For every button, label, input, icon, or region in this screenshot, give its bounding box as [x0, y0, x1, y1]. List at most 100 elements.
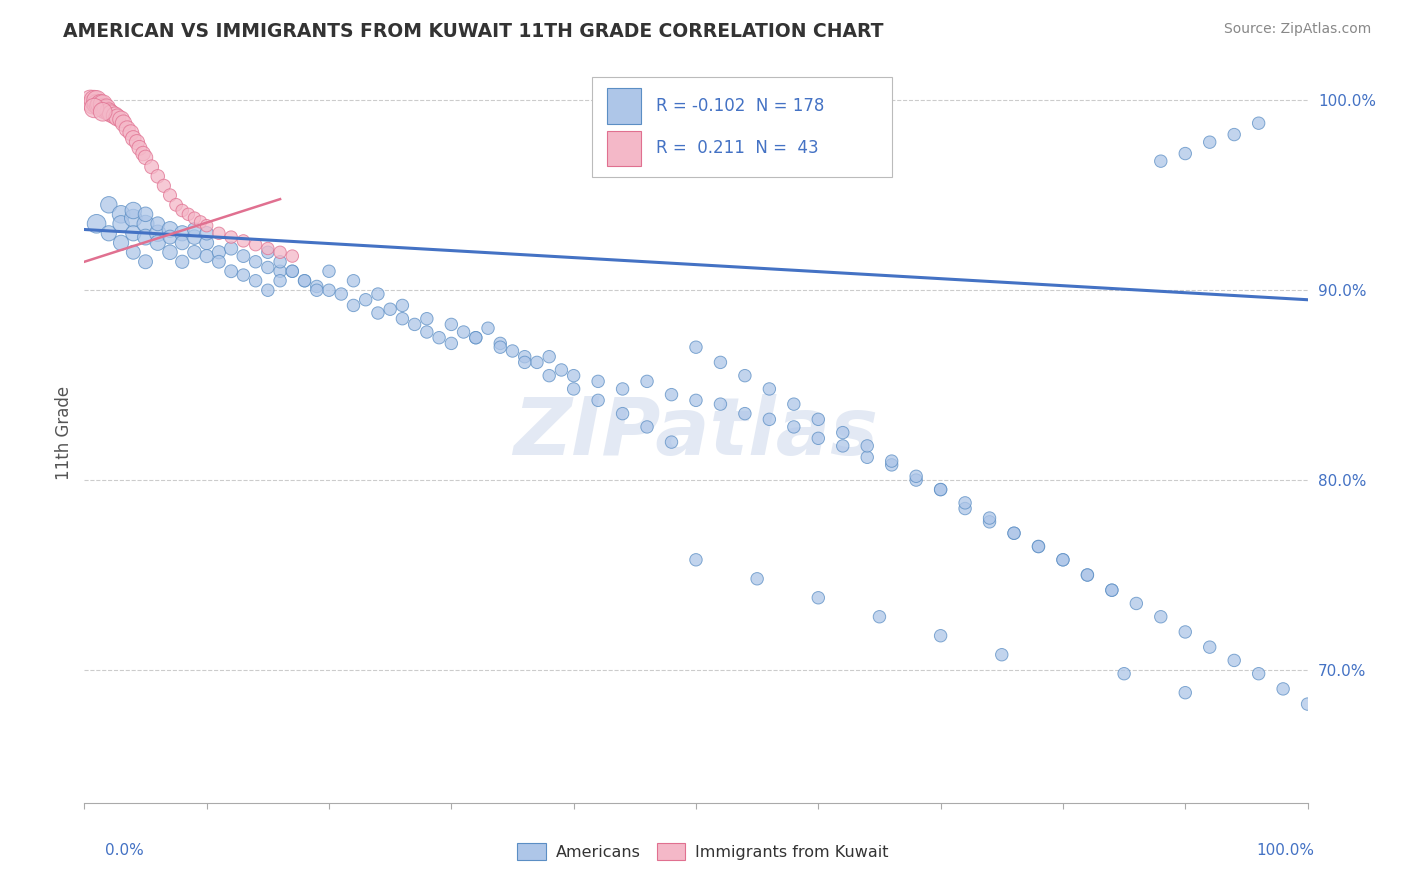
Point [636, 420, 658, 434]
Point [685, 553, 707, 567]
Point [245, 237, 267, 252]
Point [367, 287, 389, 301]
Point [661, 435, 683, 450]
Point [294, 274, 316, 288]
Point [1247, 116, 1270, 130]
Point [172, 235, 194, 250]
Point [208, 227, 231, 241]
Point [807, 431, 830, 445]
Point [115, 121, 138, 136]
Y-axis label: 11th Grade: 11th Grade [55, 385, 73, 480]
Point [294, 274, 316, 288]
Point [1296, 697, 1319, 711]
Point [526, 355, 548, 369]
Point [146, 227, 169, 241]
Point [172, 203, 194, 218]
Point [83, 101, 105, 115]
Point [257, 260, 280, 275]
Point [1052, 553, 1074, 567]
Point [87, 99, 110, 113]
Point [1150, 154, 1173, 169]
Point [1174, 686, 1197, 700]
Point [112, 116, 135, 130]
Point [183, 222, 205, 236]
Point [269, 254, 291, 268]
Point [135, 150, 157, 164]
Point [1223, 128, 1246, 142]
Point [391, 298, 413, 312]
Point [122, 203, 145, 218]
Point [122, 227, 145, 241]
Point [416, 311, 439, 326]
Point [159, 188, 181, 202]
Point [97, 198, 120, 212]
Point [232, 268, 254, 282]
Text: R = -0.102  N = 178: R = -0.102 N = 178 [655, 97, 824, 115]
Point [538, 368, 561, 383]
Point [135, 207, 157, 221]
FancyBboxPatch shape [592, 78, 891, 178]
Point [1198, 135, 1220, 149]
Point [685, 340, 707, 354]
Point [1002, 526, 1025, 541]
Point [195, 249, 218, 263]
Point [929, 629, 952, 643]
Point [734, 368, 756, 383]
Point [232, 234, 254, 248]
Point [586, 375, 609, 389]
Point [550, 363, 572, 377]
Point [502, 343, 524, 358]
Point [612, 382, 634, 396]
Point [86, 94, 108, 108]
Point [427, 331, 450, 345]
Point [929, 483, 952, 497]
Point [110, 217, 132, 231]
Point [135, 254, 157, 268]
Point [183, 245, 205, 260]
Point [1101, 583, 1123, 598]
Point [1198, 640, 1220, 654]
Point [1223, 653, 1246, 667]
Point [342, 274, 364, 288]
Point [880, 458, 903, 472]
Point [1002, 526, 1025, 541]
Point [391, 311, 413, 326]
Point [97, 104, 120, 119]
Point [831, 425, 853, 440]
Point [758, 412, 780, 426]
Point [82, 97, 104, 112]
Point [440, 336, 463, 351]
Point [159, 230, 181, 244]
Point [979, 511, 1001, 525]
Point [245, 274, 267, 288]
Point [89, 97, 111, 112]
Point [342, 298, 364, 312]
Point [709, 355, 731, 369]
Point [305, 283, 328, 297]
Point [122, 245, 145, 260]
Point [94, 103, 117, 117]
Point [636, 375, 658, 389]
Point [1076, 568, 1098, 582]
Point [122, 211, 145, 226]
Point [991, 648, 1014, 662]
Point [232, 249, 254, 263]
Point [135, 217, 157, 231]
Point [661, 387, 683, 401]
Point [856, 439, 879, 453]
Point [880, 454, 903, 468]
Point [783, 420, 806, 434]
Point [318, 264, 340, 278]
Point [734, 407, 756, 421]
Point [929, 483, 952, 497]
Point [905, 469, 928, 483]
Point [195, 219, 218, 233]
Point [281, 264, 304, 278]
Point [269, 264, 291, 278]
Point [96, 101, 118, 115]
Point [146, 235, 169, 250]
Point [404, 318, 426, 332]
Text: Source: ZipAtlas.com: Source: ZipAtlas.com [1223, 22, 1371, 37]
Point [110, 207, 132, 221]
Point [562, 382, 585, 396]
